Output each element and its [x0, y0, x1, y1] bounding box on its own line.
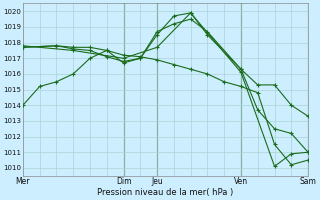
X-axis label: Pression niveau de la mer( hPa ): Pression niveau de la mer( hPa )	[97, 188, 234, 197]
